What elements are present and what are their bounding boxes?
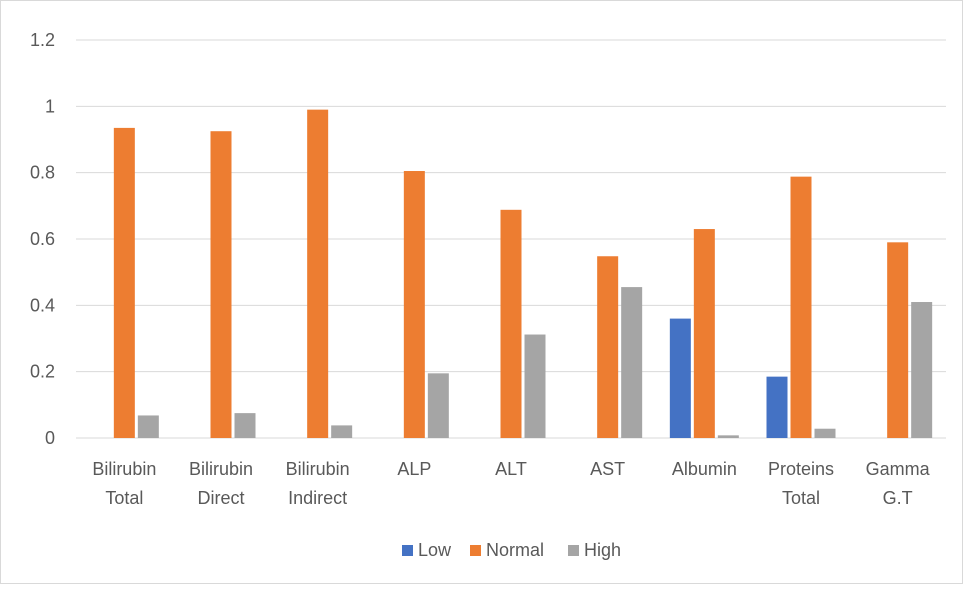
legend-swatch-high — [568, 545, 579, 556]
bar-normal — [403, 171, 425, 438]
x-tick-label: Indirect — [288, 488, 347, 508]
legend-swatch-low — [402, 545, 413, 556]
y-tick-label: 1.2 — [30, 30, 55, 50]
bar-high — [717, 435, 739, 438]
x-tick-label: Albumin — [672, 459, 737, 479]
y-tick-label: 0.4 — [30, 295, 55, 315]
bar-high — [621, 287, 643, 438]
x-tick-label: Direct — [197, 488, 244, 508]
bar-normal — [210, 131, 232, 439]
bar-normal — [500, 209, 522, 438]
y-tick-label: 1 — [45, 96, 55, 116]
bar-normal — [307, 109, 329, 439]
legend-label-normal: Normal — [486, 540, 544, 560]
bar-high — [331, 425, 353, 438]
x-tick-label: Total — [105, 488, 143, 508]
y-tick-label: 0 — [45, 428, 55, 448]
x-tick-label: Gamma — [866, 459, 931, 479]
bar-high — [524, 334, 546, 438]
bar-high — [234, 413, 256, 438]
y-tick-label: 0.6 — [30, 229, 55, 249]
y-tick-label: 0.8 — [30, 163, 55, 183]
bar-normal — [113, 127, 135, 439]
bar-high — [137, 415, 159, 438]
legend-label-low: Low — [418, 540, 452, 560]
bar-normal — [887, 242, 909, 438]
x-tick-label: Total — [782, 488, 820, 508]
x-tick-label: ALP — [397, 459, 431, 479]
bar-high — [814, 428, 836, 438]
x-tick-label: G.T — [883, 488, 913, 508]
y-tick-label: 0.2 — [30, 362, 55, 382]
x-tick-label: ALT — [495, 459, 527, 479]
legend-label-high: High — [584, 540, 621, 560]
legend-swatch-normal — [470, 545, 481, 556]
x-tick-label: Bilirubin — [92, 459, 156, 479]
x-tick-label: AST — [590, 459, 625, 479]
bar-high — [911, 302, 933, 438]
bar-low — [669, 318, 691, 438]
bar-high — [427, 373, 449, 438]
x-tick-label: Proteins — [768, 459, 834, 479]
x-tick-label: Bilirubin — [189, 459, 253, 479]
x-tick-label: Bilirubin — [286, 459, 350, 479]
bar-normal — [693, 229, 715, 438]
bar-normal — [790, 176, 812, 438]
bar-normal — [597, 256, 619, 438]
bar-low — [766, 376, 788, 438]
